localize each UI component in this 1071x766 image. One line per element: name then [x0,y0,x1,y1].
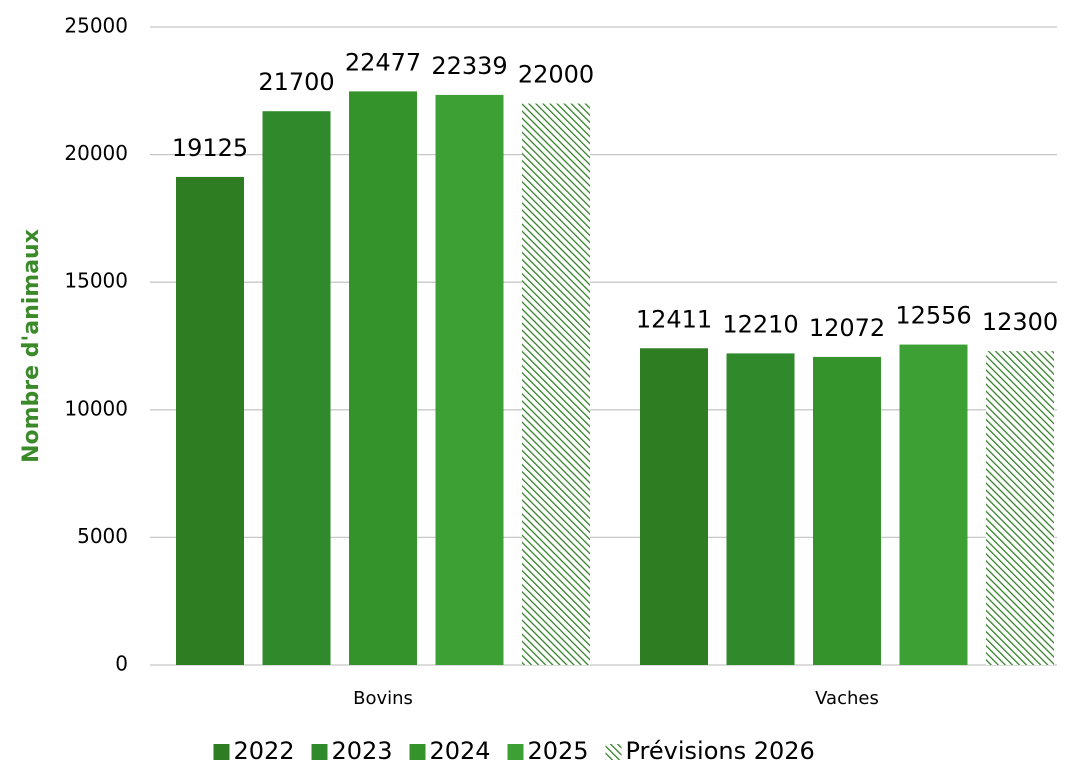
data-label: 12556 [895,302,971,330]
legend-swatch [409,744,426,760]
data-label: 12300 [982,308,1058,336]
data-label: 12210 [722,310,798,338]
data-label: 12072 [809,314,885,342]
bar [522,103,590,665]
bar [176,176,244,665]
legend-label: 2024 [430,737,491,765]
data-label: 22000 [518,61,594,89]
data-label: 22477 [345,48,421,76]
legend-swatch [605,744,622,760]
legend-label: Prévisions 2026 [626,737,815,765]
y-tick-label: 10000 [64,396,128,420]
x-tick-label: Vaches [815,688,879,709]
bar [640,348,708,665]
bar [262,111,331,665]
bar [726,353,795,665]
data-label: 19125 [172,134,248,162]
y-tick-label: 15000 [64,269,128,293]
legend-label: 2022 [234,737,295,765]
y-tick-label: 20000 [64,141,128,165]
bar [813,356,881,665]
y-tick-label: 0 [115,652,128,676]
legend-swatch [507,744,524,760]
bar [435,94,504,666]
y-tick-label: 25000 [64,14,128,38]
legend-swatch [213,744,230,760]
data-label: 22339 [431,52,507,80]
x-tick-label: Bovins [353,688,413,709]
legend-label: 2023 [332,737,393,765]
bar [899,344,968,665]
legend-label: 2025 [528,737,589,765]
data-label: 12411 [636,305,712,333]
y-tick-label: 5000 [77,524,128,548]
bar [349,91,417,665]
legend-swatch [311,744,328,760]
bar [986,351,1054,665]
y-axis-label: Nombre d'animaux [19,229,44,463]
data-label: 21700 [258,68,334,96]
